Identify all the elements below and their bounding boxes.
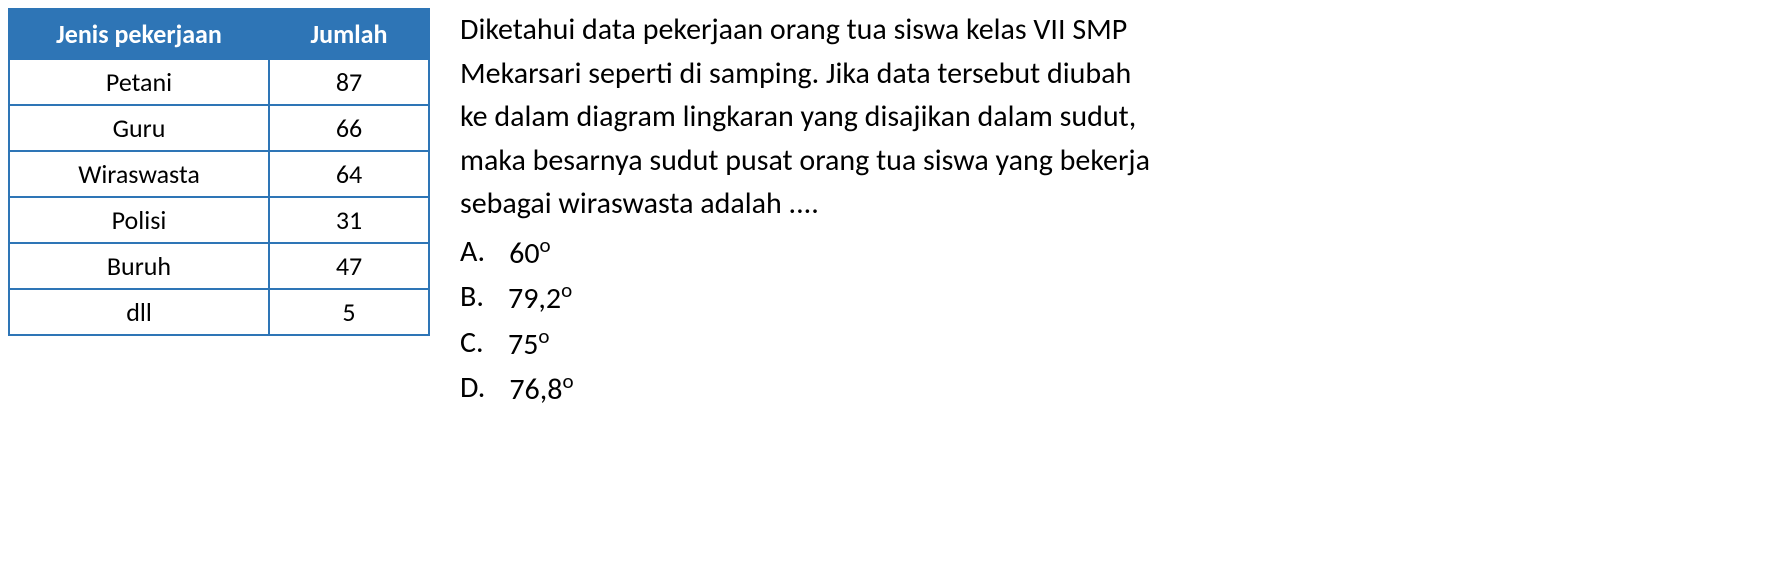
question-text: Diketahui data pekerjaan orang tua siswa… [460, 8, 1772, 226]
table-header-jumlah: Jumlah [269, 9, 429, 59]
option-letter: A. [460, 230, 485, 276]
question-line: Diketahui data pekerjaan orang tua siswa… [460, 8, 1772, 52]
question-line: maka besarnya sudut pusat orang tua sisw… [460, 139, 1772, 183]
option-c: C. 75o [460, 321, 1772, 367]
table-cell-count: 66 [269, 105, 429, 151]
table-row: dll 5 [9, 289, 429, 335]
question-line: Mekarsari seperti di samping. Jika data … [460, 52, 1772, 96]
table-cell-count: 64 [269, 151, 429, 197]
option-value: 75o [508, 321, 550, 367]
table-row: Polisi 31 [9, 197, 429, 243]
table-cell-count: 31 [269, 197, 429, 243]
table-cell-job: Petani [9, 59, 269, 105]
table-cell-job: Wiraswasta [9, 151, 269, 197]
option-b: B. 79,2o [460, 275, 1772, 321]
table-header-row: Jenis pekerjaan Jumlah [9, 9, 429, 59]
option-d: D. 76,8o [460, 366, 1772, 412]
option-letter: D. [460, 366, 485, 412]
table-header-jenis: Jenis pekerjaan [9, 9, 269, 59]
option-value: 79,2o [508, 275, 572, 321]
option-letter: C. [460, 321, 484, 367]
question-container: Diketahui data pekerjaan orang tua siswa… [460, 8, 1772, 412]
table-row: Wiraswasta 64 [9, 151, 429, 197]
table-row: Petani 87 [9, 59, 429, 105]
option-a: A. 60o [460, 230, 1772, 276]
table-cell-job: Buruh [9, 243, 269, 289]
data-table-container: Jenis pekerjaan Jumlah Petani 87 Guru 66… [8, 8, 430, 412]
option-value: 76,8o [509, 366, 573, 412]
answer-options: A. 60o B. 79,2o C. 75o D. 76,8o [460, 230, 1772, 412]
table-cell-job: Polisi [9, 197, 269, 243]
question-line: ke dalam diagram lingkaran yang disajika… [460, 95, 1772, 139]
option-value: 60o [509, 230, 551, 276]
jobs-table: Jenis pekerjaan Jumlah Petani 87 Guru 66… [8, 8, 430, 336]
table-row: Buruh 47 [9, 243, 429, 289]
option-letter: B. [460, 275, 484, 321]
table-cell-job: Guru [9, 105, 269, 151]
table-cell-count: 47 [269, 243, 429, 289]
table-row: Guru 66 [9, 105, 429, 151]
table-cell-count: 5 [269, 289, 429, 335]
table-cell-job: dll [9, 289, 269, 335]
question-line: sebagai wiraswasta adalah .... [460, 182, 1772, 226]
table-cell-count: 87 [269, 59, 429, 105]
